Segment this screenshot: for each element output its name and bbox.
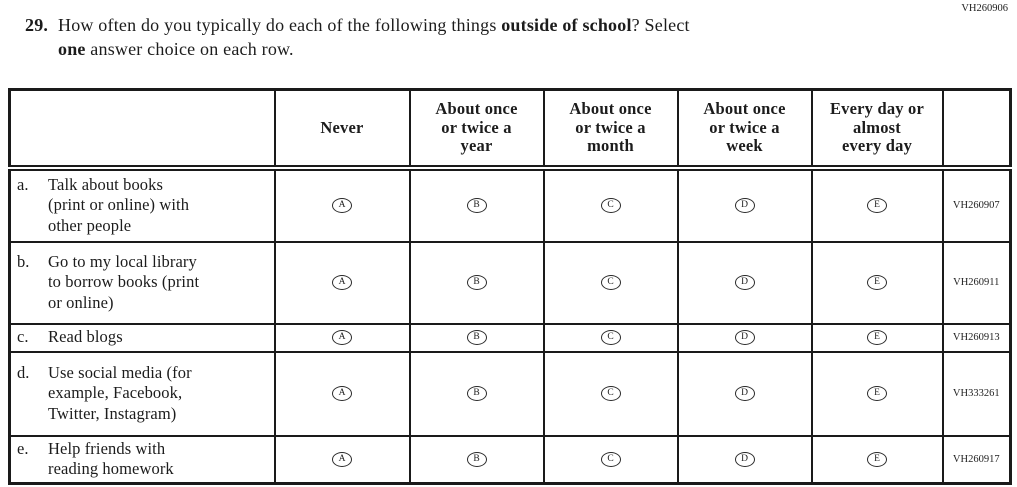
option-bubble-b[interactable]: B <box>466 452 487 468</box>
option-bubble-a[interactable]: A <box>332 386 352 402</box>
question-line2-bold: one <box>58 39 86 60</box>
row-label: Go to my local library to borrow books (… <box>48 252 200 312</box>
option-bubble-d[interactable]: D <box>734 452 755 468</box>
column-header-never: Never <box>273 88 411 171</box>
option-bubble-e[interactable]: E <box>867 330 887 346</box>
accession-code-top: VH260906 <box>961 3 1008 14</box>
option-bubble-b[interactable]: B <box>466 386 487 402</box>
option-bubble-c[interactable]: C <box>600 330 621 346</box>
row-code: VH260907 <box>941 166 1012 243</box>
row-code: VH333261 <box>941 350 1012 437</box>
option-bubble-d[interactable]: D <box>734 198 755 214</box>
row-label: Read blogs <box>48 327 123 347</box>
table-row: c. Read blogs A B C D E VH260913 <box>8 322 1012 353</box>
question-line1-post: ? Select <box>631 15 690 35</box>
option-bubble-a[interactable]: A <box>332 330 352 346</box>
option-bubble-c[interactable]: C <box>600 386 621 402</box>
row-letter: d. <box>17 363 30 383</box>
frequency-matrix-table: Never About once or twice a year About o… <box>8 88 1012 485</box>
option-bubble-b[interactable]: B <box>466 198 487 214</box>
column-header-blank <box>8 88 276 171</box>
row-label: Help friends with reading homework <box>48 439 174 479</box>
question-line1-bold: outside of school <box>501 15 632 35</box>
option-bubble-a[interactable]: A <box>332 198 352 214</box>
option-bubble-e[interactable]: E <box>867 386 887 402</box>
option-bubble-c[interactable]: C <box>600 275 621 291</box>
header-row: Never About once or twice a year About o… <box>8 88 1012 171</box>
row-letter: b. <box>17 252 30 272</box>
option-bubble-d[interactable]: D <box>734 275 755 291</box>
table-row: d. Use social media (for example, Facebo… <box>8 350 1012 437</box>
row-letter: e. <box>17 439 29 459</box>
table-row: b. Go to my local library to borrow book… <box>8 240 1012 325</box>
row-code: VH260913 <box>941 322 1012 353</box>
table-row: a. Talk about books (print or online) wi… <box>8 166 1012 243</box>
column-header-every-day: Every day or almost every day <box>810 88 944 171</box>
column-header-code-blank <box>941 88 1012 171</box>
option-bubble-b[interactable]: B <box>466 330 487 346</box>
question-block: 29. How often do you typically do each o… <box>25 13 925 62</box>
option-bubble-e[interactable]: E <box>867 452 887 468</box>
option-bubble-e[interactable]: E <box>867 275 887 291</box>
row-label: Use social media (for example, Facebook,… <box>48 363 192 423</box>
column-header-once-twice-week: About once or twice a week <box>676 88 813 171</box>
row-code: VH260917 <box>941 434 1012 485</box>
row-letter: c. <box>17 327 29 347</box>
option-bubble-b[interactable]: B <box>466 275 487 291</box>
option-bubble-e[interactable]: E <box>867 198 887 214</box>
row-label: Talk about books (print or online) with … <box>48 175 190 235</box>
option-bubble-c[interactable]: C <box>600 452 621 468</box>
question-number: 29. <box>25 15 49 35</box>
option-bubble-c[interactable]: C <box>600 198 621 214</box>
column-header-once-twice-year: About once or twice a year <box>408 88 545 171</box>
row-code: VH260911 <box>941 240 1012 325</box>
option-bubble-d[interactable]: D <box>734 386 755 402</box>
option-bubble-a[interactable]: A <box>332 275 352 291</box>
question-text-line2: one answer choice on each row. <box>58 37 925 61</box>
question-line1-pre: How often do you typically do each of th… <box>58 15 502 35</box>
question-line2-post: answer choice on each row. <box>85 39 294 60</box>
question-text-line1: How often do you typically do each of th… <box>58 13 925 37</box>
row-letter: a. <box>17 175 29 195</box>
option-bubble-a[interactable]: A <box>332 452 352 468</box>
table-row: e. Help friends with reading homework A … <box>8 434 1012 485</box>
column-header-once-twice-month: About once or twice a month <box>542 88 679 171</box>
option-bubble-d[interactable]: D <box>734 330 755 346</box>
